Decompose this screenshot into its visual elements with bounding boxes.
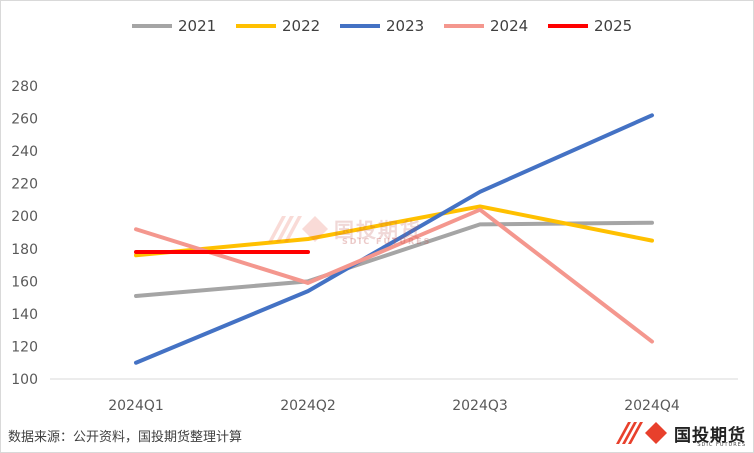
x-tick-label: 2024Q1: [108, 398, 164, 414]
y-tick-label: 200: [11, 209, 38, 225]
legend-label-2022: 2022: [282, 17, 320, 35]
series-line-2022: [134, 204, 654, 258]
watermark-logo-icon: [268, 215, 328, 242]
x-tick-label: 2024Q4: [624, 398, 680, 414]
y-tick-label: 260: [11, 112, 38, 128]
series-group: [134, 113, 654, 365]
legend-label-2024: 2024: [490, 17, 528, 35]
y-tick-label: 160: [11, 274, 38, 290]
brand-logo-icon: [616, 422, 667, 444]
brand-logo-subtext: SDIC FUTURES: [697, 442, 746, 448]
legend-label-2025: 2025: [594, 17, 632, 35]
legend: 2021 2022 2023 2024 2025: [132, 17, 632, 35]
watermark-text: 国投期货: [334, 218, 422, 242]
x-tick-label: 2024Q2: [280, 398, 336, 414]
series-line-2024: [134, 207, 654, 344]
y-tick-label: 140: [11, 307, 38, 323]
y-tick-label: 220: [11, 177, 38, 193]
legend-label-2021: 2021: [178, 17, 216, 35]
y-tick-label: 180: [11, 242, 38, 258]
series-line-2023: [134, 113, 654, 365]
brand-logo-text: 国投期货: [674, 425, 746, 446]
brand-logo: 国投期货: [616, 418, 746, 448]
watermark-subtext: SDIC FUTURES: [342, 237, 432, 246]
x-axis: 2024Q1 2024Q2 2024Q3 2024Q4: [50, 378, 738, 414]
x-tick-label: 2024Q3: [452, 398, 508, 414]
source-note: 数据来源：公开资料，国投期货整理计算: [8, 430, 243, 445]
watermark: 国投期货: [268, 214, 422, 243]
y-tick-label: 280: [11, 79, 38, 95]
y-tick-label: 120: [11, 339, 38, 355]
legend-label-2023: 2023: [386, 17, 424, 35]
y-tick-label: 100: [11, 372, 38, 388]
y-axis: 100 120 140 160 180 200 220 240 260 280: [11, 79, 38, 388]
y-tick-label: 240: [11, 144, 38, 160]
